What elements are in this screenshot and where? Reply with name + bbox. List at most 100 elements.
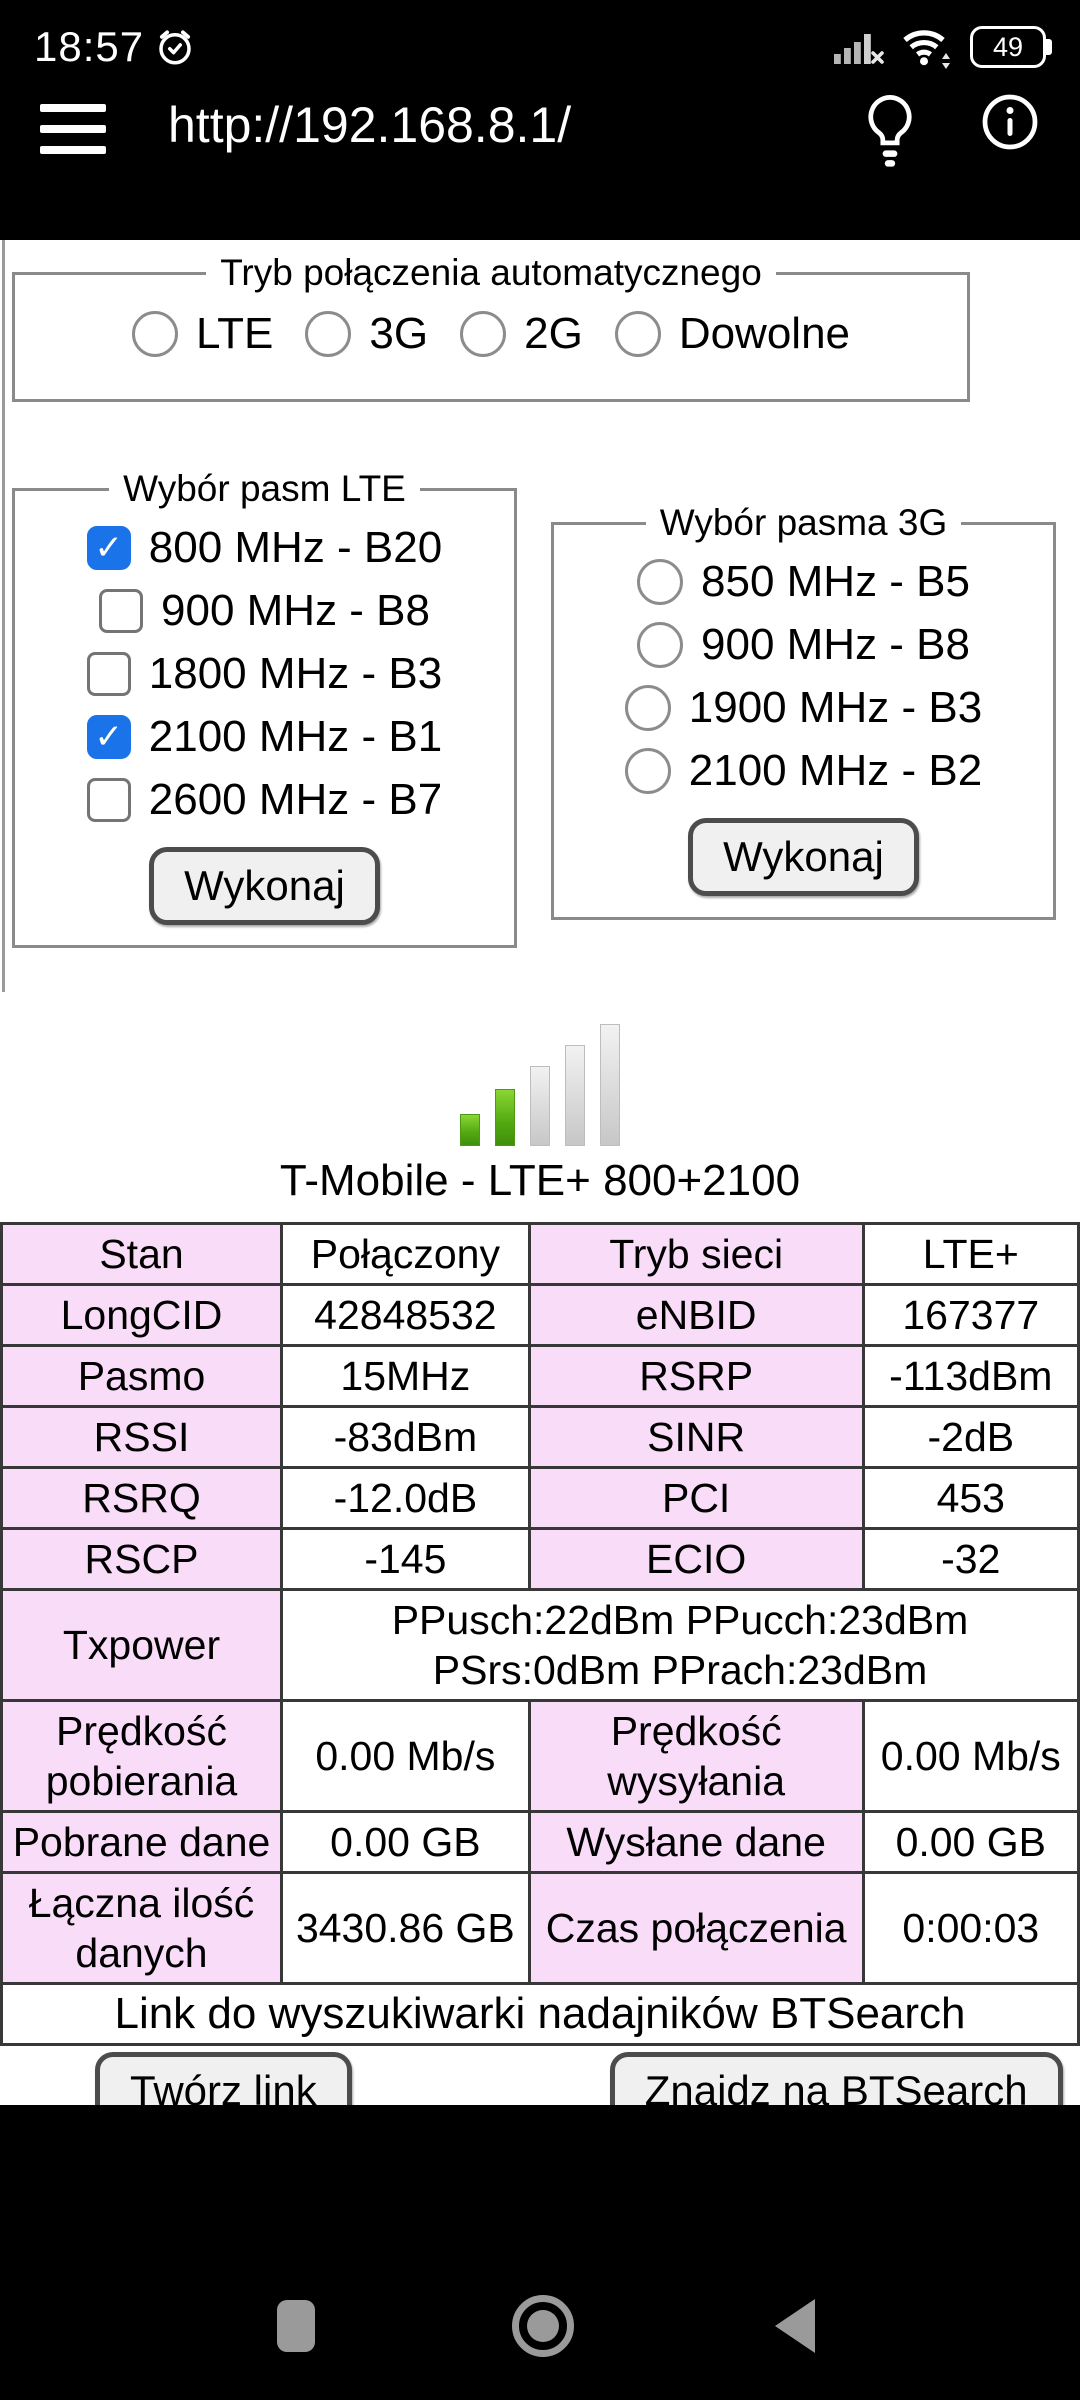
option-label: 850 MHz - B5 — [701, 556, 970, 606]
find-bts-button[interactable]: Znajdz na BTSearch — [609, 2052, 1063, 2105]
checkbox-unchecked-icon[interactable] — [99, 588, 143, 633]
table-cell-value: 42848532 — [280, 1283, 531, 1347]
table-cell-label: eNBID — [527, 1283, 865, 1347]
table-cell-linkrow: Link do wyszukiwarki nadajników BTSearch — [0, 1982, 1080, 2046]
lte-bands-legend: Wybór pasm LTE — [123, 468, 406, 509]
toolbar-icons — [864, 90, 1040, 172]
operator-status-line: T-Mobile - LTE+ 800+2100 — [279, 1156, 801, 1205]
status-table-body: Stan Połączony Tryb sieci LTE+ LongCID 428485… — [0, 1222, 1080, 2046]
table-cell-label: Wysłane dane — [527, 1810, 865, 1874]
table-cell-value: 0:00:03 — [861, 1871, 1080, 1985]
checkbox-option-2100-mhz-b1[interactable]: ✓ 2100 MHz - B1 — [15, 705, 514, 768]
table-cell-label: Prędkość wysyłania — [527, 1699, 865, 1813]
radio-option-2100-mhz-b2[interactable]: 2100 MHz - B2 — [554, 739, 1053, 802]
lte-band-options: ✓ 800 MHz - B20 900 MHz - B8 1800 MHz - B3 ✓… — [15, 510, 514, 831]
table-row: Pobrane dane 0.00 GB Wysłane dane 0.00 GB — [0, 1810, 1080, 1874]
android-nav-bar — [0, 2105, 1080, 2400]
radio-unchecked-icon[interactable] — [624, 684, 671, 731]
radio-unchecked-icon[interactable] — [624, 747, 671, 794]
checkbox-checked-icon[interactable]: ✓ — [86, 525, 131, 570]
table-cell-label: Łączna ilość danych — [0, 1871, 284, 1985]
cell-signal-icon — [834, 34, 884, 64]
table-cell-label: RSRQ — [0, 1466, 284, 1530]
table-row: Pasmo 15MHz RSRP -113dBm — [0, 1344, 1080, 1408]
table-cell-label: SINR — [527, 1405, 865, 1469]
radio-unchecked-icon[interactable] — [614, 310, 661, 357]
table-cell-value: 0.00 Mb/s — [861, 1699, 1080, 1813]
radio-option-2g[interactable]: 2G — [460, 302, 583, 365]
connection-mode-options: LTE 3G 2G Dowolne — [15, 302, 967, 365]
3g-bands-legend: Wybór pasma 3G — [659, 502, 948, 543]
status-bar-right: 49 — [832, 24, 1052, 70]
table-cell-label: Tryb sieci — [527, 1222, 865, 1286]
url-bar[interactable]: http://192.168.8.1/ — [168, 97, 572, 153]
table-cell-value: Połączony — [280, 1222, 531, 1286]
status-bar: 18:57 — [0, 0, 1080, 80]
table-row: Stan Połączony Tryb sieci LTE+ — [0, 1222, 1080, 1286]
table-cell-label: Czas połączenia — [527, 1871, 865, 1985]
table-cell-value: LTE+ — [861, 1222, 1080, 1286]
signal-bar — [565, 1045, 585, 1146]
table-row: Link do wyszukiwarki nadajników BTSearch — [0, 1982, 1080, 2046]
table-cell-value: -2dB — [861, 1405, 1080, 1469]
table-cell-label: Pobrane dane — [0, 1810, 284, 1874]
option-label: 900 MHz - B8 — [161, 585, 430, 635]
fieldset-3g-bands: Wybór pasma 3G 850 MHz - B5 900 MHz - B8 1… — [551, 502, 1056, 920]
option-label: 2100 MHz - B2 — [688, 745, 983, 795]
checkbox-option-900-mhz-b8[interactable]: 900 MHz - B8 — [15, 579, 514, 642]
radio-option-3g[interactable]: 3G — [305, 302, 428, 365]
option-label: Dowolne — [678, 308, 851, 358]
signal-bar — [530, 1066, 550, 1146]
table-cell-label: RSCP — [0, 1527, 284, 1591]
option-label: 1800 MHz - B3 — [148, 648, 443, 698]
lightbulb-icon[interactable] — [864, 92, 916, 172]
table-cell-label: PCI — [527, 1466, 865, 1530]
action-buttons: Twórz link Znajdz na BTSearch — [95, 2052, 1063, 2105]
radio-unchecked-icon[interactable] — [460, 310, 507, 357]
option-label: 1900 MHz - B3 — [688, 682, 983, 732]
table-cell-label: RSSI — [0, 1405, 284, 1469]
home-icon-dot — [527, 2310, 559, 2342]
home-icon[interactable] — [512, 2295, 574, 2357]
table-cell-value: -113dBm — [861, 1344, 1080, 1408]
connection-mode-legend: Tryb połączenia automatycznego — [220, 252, 762, 293]
battery-icon: 49 — [970, 26, 1052, 68]
radio-unchecked-icon[interactable] — [637, 558, 683, 605]
option-label: 2G — [524, 308, 583, 358]
checkbox-checked-icon[interactable]: ✓ — [86, 714, 131, 759]
radio-option-1900-mhz-b3[interactable]: 1900 MHz - B3 — [554, 676, 1053, 739]
table-cell-label: Prędkość pobierania — [0, 1699, 284, 1813]
table-cell-value: -145 — [280, 1527, 531, 1591]
menu-icon[interactable] — [40, 90, 106, 154]
radio-unchecked-icon[interactable] — [305, 310, 352, 357]
checkbox-unchecked-icon[interactable] — [86, 777, 131, 822]
radio-option-850-mhz-b5[interactable]: 850 MHz - B5 — [554, 550, 1053, 613]
checkbox-option-800-mhz-b20[interactable]: ✓ 800 MHz - B20 — [15, 516, 514, 579]
lte-apply-button[interactable]: Wykonaj — [149, 847, 380, 925]
checkbox-unchecked-icon[interactable] — [86, 651, 131, 696]
table-cell-value: 15MHz — [280, 1344, 531, 1408]
radio-option-lte[interactable]: LTE — [131, 302, 274, 365]
3g-apply-button[interactable]: Wykonaj — [688, 818, 919, 896]
radio-unchecked-icon[interactable] — [131, 310, 178, 357]
alarm-icon — [159, 30, 191, 65]
table-cell-value: 0.00 Mb/s — [280, 1699, 531, 1813]
table-cell-value: 3430.86 GB — [280, 1871, 531, 1985]
info-icon[interactable] — [980, 92, 1040, 152]
checkbox-option-2600-mhz-b7[interactable]: 2600 MHz - B7 — [15, 768, 514, 831]
signal-bar — [460, 1114, 480, 1146]
back-icon[interactable] — [775, 2299, 815, 2353]
radio-option-dowolne[interactable]: Dowolne — [614, 302, 851, 365]
radio-unchecked-icon[interactable] — [637, 621, 683, 668]
table-cell-label: Pasmo — [0, 1344, 284, 1408]
table-row: RSCP -145 ECIO -32 — [0, 1527, 1080, 1591]
table-cell-value: 0.00 GB — [861, 1810, 1080, 1874]
table-cell-value: 167377 — [861, 1283, 1080, 1347]
radio-option-900-mhz-b8[interactable]: 900 MHz - B8 — [554, 613, 1053, 676]
checkbox-option-1800-mhz-b3[interactable]: 1800 MHz - B3 — [15, 642, 514, 705]
recents-icon[interactable] — [277, 2300, 315, 2352]
option-label: LTE — [195, 308, 274, 358]
create-link-button[interactable]: Twórz link — [95, 2052, 352, 2105]
signal-bar — [495, 1089, 515, 1146]
table-cell-value: 453 — [861, 1466, 1080, 1530]
